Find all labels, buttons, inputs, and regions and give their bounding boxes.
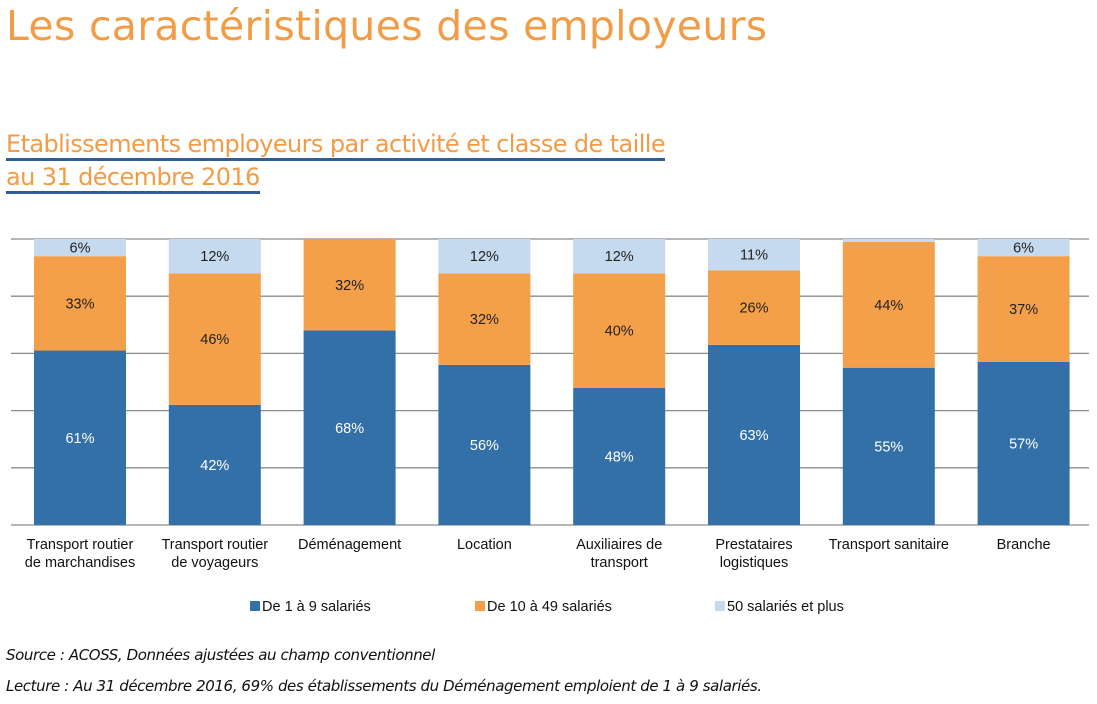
category-label: Transport routier <box>27 537 134 553</box>
bar-segment <box>438 239 531 274</box>
bar-segment <box>573 239 666 274</box>
bars <box>34 239 1070 525</box>
bar-segment <box>34 239 126 257</box>
bar-segment <box>168 404 261 525</box>
legend-swatch <box>250 601 260 611</box>
data-label: 37% <box>1009 302 1038 318</box>
category-labels: Transport routier de marchandises Transpor… <box>25 537 1051 571</box>
legend: De 1 à 9 salariés De 10 à 49 salariés 50 s… <box>250 599 844 615</box>
legend-label: 50 salariés et plus <box>727 599 844 615</box>
data-label: 42% <box>200 458 229 474</box>
data-label: 32% <box>470 312 499 328</box>
category-label: Branche <box>997 537 1051 553</box>
reading-note: Lecture : Au 31 décembre 2016, 69% des é… <box>6 677 762 695</box>
category-label: Transport routier <box>161 537 268 553</box>
bar-segment <box>842 241 935 368</box>
data-label: 12% <box>470 249 499 265</box>
bar-segment <box>842 239 935 242</box>
bar-segment <box>708 239 800 271</box>
bar-segment <box>303 239 396 331</box>
data-label: 63% <box>739 428 768 444</box>
data-label: 26% <box>739 301 768 317</box>
category-label: de voyageurs <box>171 555 258 571</box>
stacked-bar-chart: 61% 33% 6% 42% 46% 12% 68% 32% 56% 32% 12% 48% 40% 12… <box>11 238 1089 615</box>
bar-segment <box>303 330 396 525</box>
category-label: transport <box>591 555 648 571</box>
data-label: 12% <box>605 249 634 265</box>
bar-segment <box>977 361 1070 525</box>
bar-segment <box>438 273 531 365</box>
page-title: Les caractéristiques des employeurs <box>6 2 768 50</box>
data-label: 6% <box>70 241 91 257</box>
category-label: Auxiliaires de <box>576 537 662 553</box>
bar-segment <box>573 273 666 388</box>
data-label: 57% <box>1009 436 1038 452</box>
bar-segment <box>573 387 666 525</box>
data-label: 32% <box>335 278 364 294</box>
data-label: 48% <box>605 449 634 465</box>
legend-swatch <box>475 601 485 611</box>
source-note: Source : ACOSS, Données ajustées au cham… <box>6 646 435 664</box>
category-label: logistiques <box>720 555 789 571</box>
bar-segment <box>438 364 531 525</box>
category-label: Déménagement <box>298 537 401 553</box>
data-label: 40% <box>605 324 634 340</box>
chart-subtitle-line-2: au 31 décembre 2016 <box>6 163 260 194</box>
data-label: 56% <box>470 438 499 454</box>
bar-segment <box>708 270 800 345</box>
bar-segment <box>34 350 126 525</box>
bar-segment <box>168 239 261 274</box>
bar-segment <box>168 273 261 405</box>
data-label: 6% <box>1013 241 1034 257</box>
category-label: de marchandises <box>25 555 135 571</box>
data-label: 68% <box>335 421 364 437</box>
bar-segment <box>708 344 800 525</box>
legend-label: De 10 à 49 salariés <box>487 599 612 615</box>
category-label: Prestataires <box>715 537 792 553</box>
chart-subtitle: Etablissements employeurs par activité e… <box>6 128 666 194</box>
data-label: 11% <box>740 248 768 264</box>
data-labels: 61% 33% 6% 42% 46% 12% 68% 32% 56% 32% 12% 48% 40% 12… <box>65 241 1038 474</box>
data-label: 55% <box>874 439 903 455</box>
data-label: 12% <box>200 249 229 265</box>
legend-swatch <box>715 601 725 611</box>
chart-subtitle-line-1: Etablissements employeurs par activité e… <box>6 130 666 161</box>
legend-label: De 1 à 9 salariés <box>262 599 371 615</box>
data-label: 33% <box>65 296 94 312</box>
data-label: 46% <box>200 332 229 348</box>
data-label: 44% <box>874 298 903 314</box>
bar-segment <box>842 367 935 525</box>
bar-segment <box>977 256 1070 362</box>
data-label: 61% <box>65 431 94 447</box>
bar-segment <box>977 239 1070 257</box>
category-label: Location <box>457 537 512 553</box>
category-label: Transport sanitaire <box>829 537 949 553</box>
bar-segment <box>34 256 126 351</box>
